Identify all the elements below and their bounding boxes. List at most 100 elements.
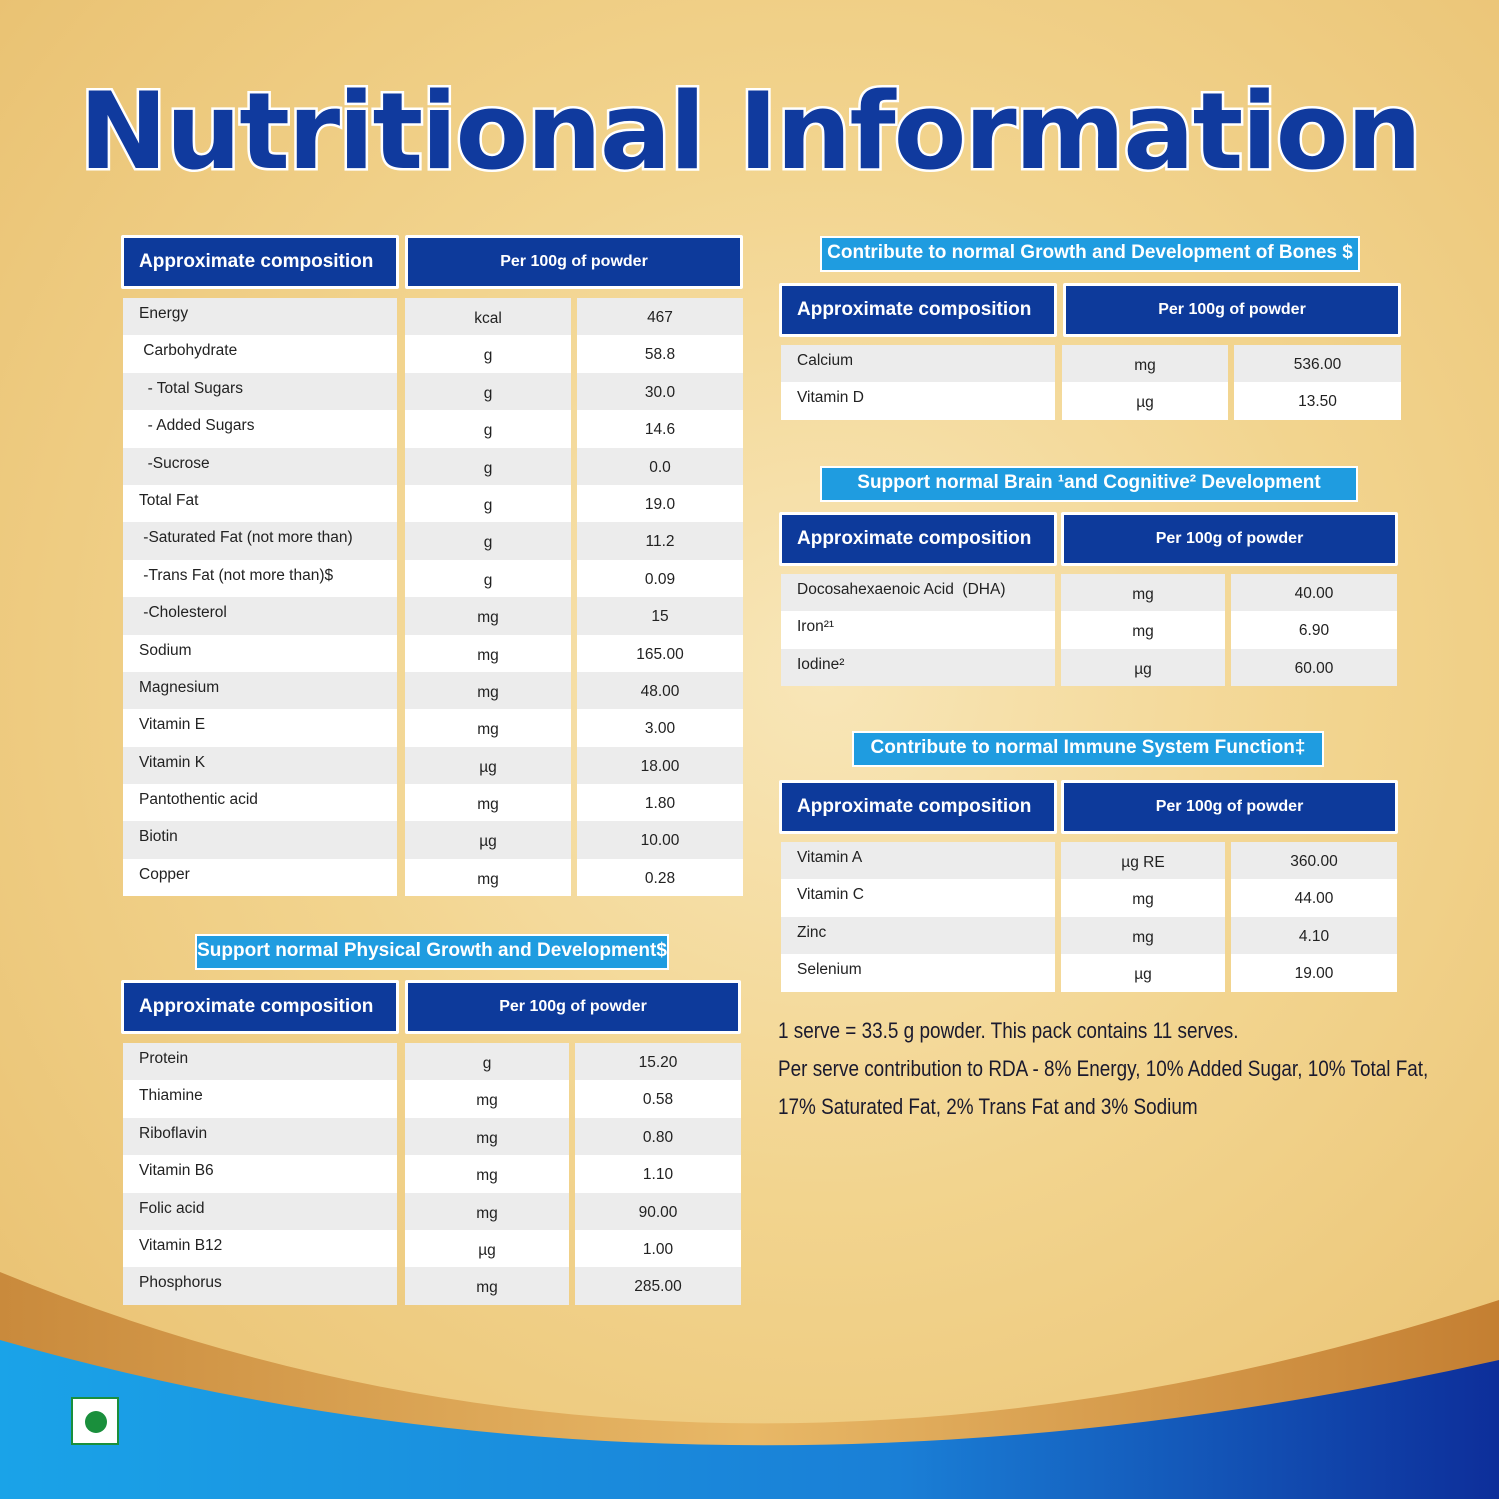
table-row: Vitamin B6 mg 1.10 [123,1155,741,1193]
nutrient-name: Pantothentic acid [123,784,397,822]
table-row: Copper mg 0.28 [123,858,743,897]
nutrient-value: 4.10 [1231,916,1397,955]
main-nutrient-table: Energy kcal 467 Carbohydrate g 58.8 - Total … [123,298,743,897]
table-row: Phosphorus mg 285.00 [123,1267,741,1305]
composition-header: Approximate composition [779,283,1057,337]
nutrient-name: Biotin [123,821,397,859]
nutrient-name: Energy [123,298,397,336]
nutrient-value: 40.00 [1231,574,1397,612]
main-table-header: Approximate composition Per 100g of powd… [121,235,743,293]
nutrient-name: Vitamin A [781,842,1055,880]
brain-nutrient-table: Docosahexaenoic Acid (DHA) mg 40.00 Iron²¹ m… [781,574,1397,687]
nutrient-unit: mg [405,634,571,672]
nutrient-name: Carbohydrate [123,335,397,373]
table-row: Calcium mg 536.00 [781,345,1401,383]
nutrient-name: Iodine² [781,648,1055,687]
table-row: Biotin µg 10.00 [123,821,743,859]
nutrient-value: 536.00 [1234,345,1401,383]
nutrient-name: Thiamine [123,1080,397,1118]
nutrient-value: 18.00 [577,746,743,785]
composition-header: Approximate composition [121,235,399,289]
composition-header: Approximate composition [121,980,399,1034]
nutrient-name: Phosphorus [123,1267,397,1305]
nutrient-value: 30.0 [577,372,743,411]
veg-dot [85,1411,107,1433]
nutrient-unit: µg [405,821,571,859]
table-row: Magnesium mg 48.00 [123,671,743,710]
table-row: - Added Sugars g 14.6 [123,410,743,448]
nutrient-value: 90.00 [575,1192,741,1230]
nutrient-value: 19.00 [1231,954,1397,992]
per-100g-header: Per 100g of powder [1061,512,1398,566]
nutrient-unit: mg [405,1192,569,1230]
nutrient-name: Folic acid [123,1192,397,1230]
nutrient-value: 60.00 [1231,648,1397,687]
nutrient-unit: mg [405,784,571,822]
nutrient-value: 0.28 [577,858,743,897]
composition-header: Approximate composition [779,512,1057,566]
bones-table-header: Approximate composition Per 100g of powd… [779,283,1401,341]
table-row: -Trans Fat (not more than)$ g 0.09 [123,559,743,598]
nutrient-unit: mg [405,1267,569,1305]
composition-header: Approximate composition [779,780,1057,834]
nutrient-value: 165.00 [577,634,743,672]
per-100g-header: Per 100g of powder [1061,780,1398,834]
nutrient-unit: g [405,559,571,598]
nutrient-name: - Total Sugars [123,372,397,411]
rda-note-line-2: 17% Saturated Fat, 2% Trans Fat and 3% S… [778,1094,1198,1119]
nutrient-unit: g [405,335,571,373]
nutrient-value: 360.00 [1231,842,1397,880]
per-100g-header: Per 100g of powder [1063,283,1401,337]
nutrient-unit: g [405,410,571,448]
nutrient-name: Iron²¹ [781,611,1055,649]
nutrient-name: Docosahexaenoic Acid (DHA) [781,574,1055,612]
brain-banner: Support normal Brain ¹and Cognitive² Dev… [820,466,1358,502]
nutrient-value: 467 [577,298,743,336]
table-row: Energy kcal 467 [123,298,743,336]
nutrient-value: 1.10 [575,1155,741,1193]
table-row: Docosahexaenoic Acid (DHA) mg 40.00 [781,574,1397,612]
nutrient-name: -Trans Fat (not more than)$ [123,559,397,598]
page-title: Nutritional Information [77,68,1425,196]
nutrient-unit: µg [1062,382,1228,420]
nutrient-name: Protein [123,1043,397,1081]
nutrient-unit: g [405,484,571,523]
table-row: -Sucrose g 0.0 [123,447,743,485]
nutrient-value: 14.6 [577,410,743,448]
nutrient-unit: mg [405,1155,569,1193]
immune-table-header: Approximate composition Per 100g of powd… [779,780,1398,838]
nutrient-value: 1.80 [577,784,743,822]
nutrient-unit: mg [405,858,571,897]
nutrient-value: 13.50 [1234,382,1401,420]
table-row: Iron²¹ mg 6.90 [781,611,1397,649]
table-row: Total Fat g 19.0 [123,484,743,523]
table-row: Carbohydrate g 58.8 [123,335,743,373]
nutrient-unit: mg [405,671,571,710]
nutrient-name: -Sucrose [123,447,397,485]
table-row: Vitamin B12 µg 1.00 [123,1229,741,1268]
nutrient-name: Calcium [781,345,1055,383]
nutrient-name: Vitamin K [123,746,397,785]
nutrient-name: Sodium [123,634,397,672]
table-row: Riboflavin mg 0.80 [123,1117,741,1156]
nutrient-value: 10.00 [577,821,743,859]
nutrient-value: 6.90 [1231,611,1397,649]
nutrient-name: Selenium [781,954,1055,992]
physical-table-header: Approximate composition Per 100g of powd… [121,980,741,1038]
nutrient-value: 285.00 [575,1267,741,1305]
nutrient-value: 1.00 [575,1229,741,1268]
nutrient-unit: g [405,522,571,560]
nutrient-name: Vitamin B6 [123,1155,397,1193]
physical-growth-banner: Support normal Physical Growth and Devel… [195,934,669,970]
nutrient-value: 0.58 [575,1080,741,1118]
nutrient-unit: mg [1061,574,1225,612]
nutrient-name: Vitamin E [123,709,397,747]
table-row: Pantothentic acid mg 1.80 [123,784,743,822]
nutrient-unit: mg [405,1117,569,1156]
